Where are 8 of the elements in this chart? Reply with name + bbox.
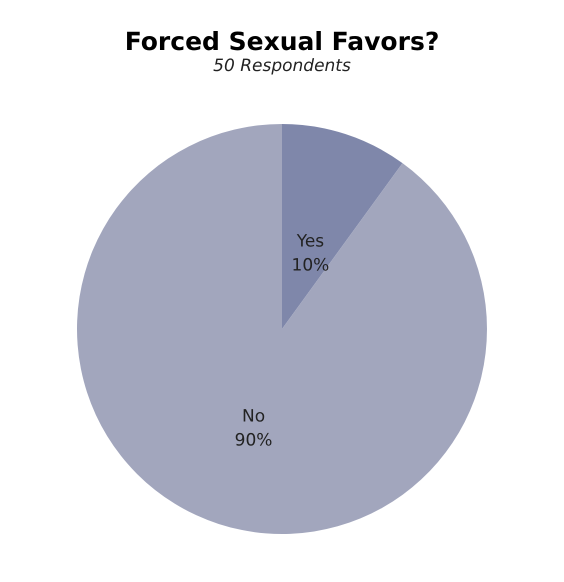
chart-title: Forced Sexual Favors? [124, 27, 440, 56]
pie-slice [77, 124, 487, 534]
data-label: 10% [292, 256, 330, 276]
data-label: 90% [234, 430, 272, 450]
slice-label: Yes [296, 232, 324, 252]
chart-subtitle: 50 Respondents [213, 56, 351, 76]
pie-slice [282, 124, 402, 329]
slice-label: No [242, 406, 266, 426]
